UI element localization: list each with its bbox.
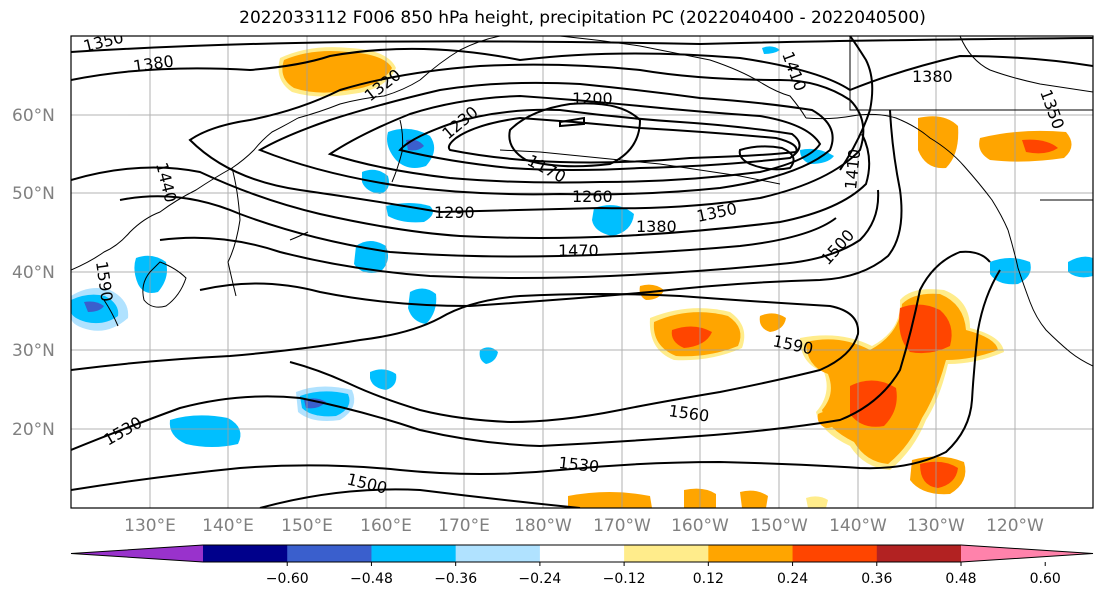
neg-area-sub-4 — [479, 347, 498, 364]
positive-precip-shading — [278, 47, 1072, 508]
pos-area-canada-strong — [1022, 139, 1058, 154]
colorbar-swatch — [708, 545, 794, 562]
colorbar-tick-label: 0.60 — [1030, 571, 1061, 587]
svg-text:150°W: 150°W — [750, 516, 808, 536]
svg-text:130°W: 130°W — [907, 516, 965, 536]
colorbar-swatch — [287, 545, 372, 562]
colorbar-tick-label: −0.48 — [350, 571, 393, 587]
colorbar-swatch — [876, 545, 962, 562]
colorbar-tick-label: −0.24 — [518, 571, 561, 587]
map-plot-area: 1350 1380 1320 1230 1200 1170 1260 1290 … — [71, 36, 1093, 508]
neg-area-japan — [134, 255, 167, 293]
svg-text:170°E: 170°E — [438, 516, 490, 536]
svg-text:130°E: 130°E — [124, 516, 176, 536]
svg-text:1290: 1290 — [434, 203, 475, 222]
colorbar-tick-label: 0.12 — [693, 571, 724, 587]
colorbar-outline — [70, 544, 1094, 563]
colorbar-tick-label: −0.12 — [603, 571, 646, 587]
map-border — [70, 35, 1094, 509]
pos-area-subtropics-strong-2 — [850, 380, 897, 427]
neg-area-sub-3 — [370, 369, 397, 390]
pos-area-south-3 — [740, 490, 768, 508]
neg-area-dateline — [592, 205, 634, 236]
pos-area-alaska-gulf — [918, 116, 959, 169]
svg-text:170°W: 170°W — [593, 516, 651, 536]
map-title: 2022033112 F006 850 hPa height, precipit… — [239, 8, 926, 28]
longitude-labels: 130°E 140°E 150°E 160°E 170°E 180°W 170°… — [124, 516, 1044, 536]
svg-text:50°N: 50°N — [12, 184, 55, 204]
svg-text:160°W: 160°W — [671, 516, 729, 536]
colorbar-swatch — [624, 545, 709, 562]
svg-text:1260: 1260 — [572, 187, 613, 206]
pos-area-south-east-strong — [920, 461, 958, 488]
colorbar-swatch — [455, 545, 541, 562]
svg-text:1200: 1200 — [572, 89, 613, 108]
neg-area-west-coast-strong — [84, 301, 104, 312]
svg-text:1530: 1530 — [558, 453, 600, 476]
svg-text:140°W: 140°W — [829, 516, 887, 536]
colorbar-swatch — [371, 545, 457, 562]
svg-text:160°E: 160°E — [360, 516, 412, 536]
pos-area-small-1 — [817, 411, 840, 428]
pos-area-east-pac-strong — [671, 326, 712, 348]
svg-text:180°W: 180°W — [514, 516, 572, 536]
svg-text:1380: 1380 — [636, 217, 677, 236]
height-contours — [71, 36, 1093, 508]
svg-text:1470: 1470 — [558, 241, 599, 260]
svg-text:1410: 1410 — [841, 148, 864, 190]
neg-area-midlat-1 — [354, 241, 388, 273]
colorbar-tick-label: −0.36 — [434, 571, 477, 587]
neg-area-midlat-2 — [408, 288, 437, 324]
colorbar-swatch — [539, 545, 625, 562]
pos-area-south-4 — [806, 496, 828, 508]
colorbar-tick-label: 0.48 — [945, 571, 976, 587]
svg-text:60°N: 60°N — [12, 106, 55, 126]
svg-text:1380: 1380 — [912, 67, 953, 86]
pos-area-south-1 — [568, 492, 652, 508]
svg-text:120°W: 120°W — [986, 516, 1044, 536]
neg-area-na-coast — [990, 258, 1031, 285]
svg-text:40°N: 40°N — [12, 263, 55, 283]
colorbar-extend-max — [961, 545, 1093, 562]
colorbar: −0.60 −0.48 −0.36 −0.24 −0.12 0.12 0.24 0.36 0.4… — [70, 544, 1094, 587]
svg-text:140°E: 140°E — [202, 516, 254, 536]
colorbar-extend-min — [71, 545, 203, 562]
neg-area-sub-2 — [169, 415, 241, 447]
colorbar-tick-label: 0.36 — [861, 571, 892, 587]
colorbar-swatch — [203, 545, 288, 562]
svg-text:20°N: 20°N — [12, 420, 55, 440]
colorbar-tick-label: −0.60 — [266, 571, 309, 587]
pos-area-subtropics-strong-1 — [899, 304, 952, 354]
svg-text:150°E: 150°E — [281, 516, 333, 536]
colorbar-swatch — [792, 545, 878, 562]
neg-area-bering — [762, 46, 780, 54]
latitude-labels: 60°N 50°N 40°N 30°N 20°N — [12, 106, 55, 440]
svg-text:30°N: 30°N — [12, 341, 55, 361]
colorbar-tick-label: 0.24 — [777, 571, 808, 587]
